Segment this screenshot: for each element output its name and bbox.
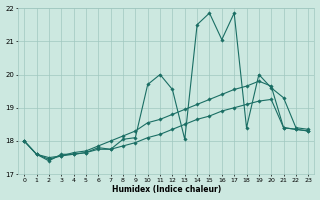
X-axis label: Humidex (Indice chaleur): Humidex (Indice chaleur): [112, 185, 221, 194]
